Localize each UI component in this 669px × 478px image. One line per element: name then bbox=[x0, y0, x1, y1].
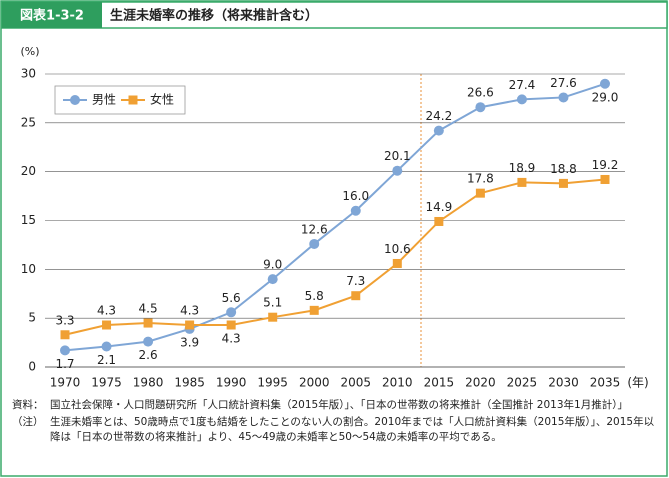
data-label: 9.0 bbox=[263, 258, 282, 272]
data-label: 16.0 bbox=[342, 189, 369, 203]
point bbox=[600, 78, 610, 89]
note-text: 生涯未婚率とは、50歳時点で1度も結婚をしたことのない人の割合。2010年までは… bbox=[50, 416, 655, 443]
point bbox=[143, 336, 154, 347]
point bbox=[268, 312, 278, 322]
data-label: 3.9 bbox=[180, 335, 199, 349]
data-label: 5.6 bbox=[222, 291, 241, 305]
note: （注） 生涯未婚率とは、50歳時点で1度も結婚をしたことのない人の割合。2010年… bbox=[12, 415, 658, 445]
data-label: 4.3 bbox=[222, 332, 241, 346]
y-tick-label: 10 bbox=[21, 262, 36, 276]
point bbox=[226, 320, 236, 330]
point bbox=[433, 125, 444, 136]
point bbox=[558, 92, 569, 103]
point bbox=[351, 291, 361, 301]
y-tick-label: 15 bbox=[21, 213, 36, 227]
x-tick-label: 1975 bbox=[91, 376, 122, 390]
x-tick-label: 2015 bbox=[424, 376, 455, 390]
x-tick-label: 2005 bbox=[340, 376, 371, 390]
y-tick-label: 30 bbox=[21, 67, 36, 81]
data-label: 19.2 bbox=[592, 158, 619, 172]
point bbox=[309, 305, 319, 315]
series-line bbox=[64, 82, 606, 352]
data-label: 18.9 bbox=[509, 161, 536, 175]
y-tick-label: 0 bbox=[28, 360, 36, 374]
x-tick-label: 1985 bbox=[174, 376, 205, 390]
x-tick-label: 2020 bbox=[465, 376, 496, 390]
note-label: 資料： bbox=[12, 399, 44, 411]
note-text: 国立社会保障・人口問題研究所「人口統計資料集（2015年版）」、「日本の世帯数の… bbox=[50, 399, 628, 411]
point bbox=[475, 102, 486, 113]
data-label: 10.6 bbox=[384, 242, 411, 256]
point bbox=[600, 174, 610, 184]
legend-label: 女性 bbox=[150, 92, 174, 107]
point bbox=[350, 205, 361, 216]
point bbox=[60, 330, 70, 340]
x-tick-label: 2030 bbox=[548, 376, 579, 390]
data-label: 5.1 bbox=[263, 296, 282, 310]
x-tick-label: 2035 bbox=[590, 376, 621, 390]
y-tick-label: 25 bbox=[21, 115, 36, 129]
x-tick-label: 2025 bbox=[507, 376, 538, 390]
header-title: 生涯未婚率の推移（将来推計含む） bbox=[110, 8, 318, 24]
x-tick-label: 2010 bbox=[382, 376, 413, 390]
data-label: 4.3 bbox=[97, 304, 116, 318]
data-label: 2.6 bbox=[139, 348, 158, 362]
y-tick-label: 20 bbox=[21, 164, 36, 178]
data-label: 5.8 bbox=[305, 289, 324, 303]
point bbox=[60, 345, 70, 356]
series-line bbox=[64, 178, 606, 336]
data-label: 20.1 bbox=[384, 149, 411, 163]
point bbox=[434, 216, 444, 226]
point bbox=[102, 320, 112, 330]
data-label: 26.6 bbox=[467, 86, 494, 100]
point bbox=[226, 307, 237, 318]
point bbox=[475, 188, 485, 198]
point bbox=[267, 274, 278, 285]
point bbox=[309, 238, 320, 249]
note-label: （注） bbox=[12, 416, 44, 428]
point bbox=[70, 95, 80, 105]
point bbox=[517, 177, 527, 187]
note: 資料： 国立社会保障・人口問題研究所「人口統計資料集（2015年版）」、「日本の世… bbox=[12, 398, 658, 413]
x-tick-label: 1980 bbox=[133, 376, 164, 390]
point bbox=[185, 320, 195, 330]
data-label: 14.9 bbox=[425, 200, 452, 214]
point bbox=[143, 318, 153, 328]
data-label: 3.3 bbox=[55, 313, 74, 327]
x-tick-label: 1990 bbox=[216, 376, 247, 390]
y-tick-label: 5 bbox=[28, 311, 36, 325]
data-label: 12.6 bbox=[301, 222, 328, 236]
data-label: 1.7 bbox=[55, 357, 74, 371]
y-axis-label: (%) bbox=[20, 45, 39, 58]
point bbox=[128, 95, 138, 105]
x-axis-label: (年) bbox=[627, 376, 648, 390]
data-label: 27.6 bbox=[550, 76, 577, 90]
point bbox=[558, 178, 568, 188]
data-label: 24.2 bbox=[425, 109, 452, 123]
header-badge bbox=[2, 2, 102, 28]
data-label: 17.8 bbox=[467, 172, 494, 186]
x-tick-label: 1970 bbox=[50, 376, 81, 390]
x-tick-label: 2000 bbox=[299, 376, 330, 390]
point bbox=[392, 165, 403, 176]
data-label: 4.3 bbox=[180, 304, 199, 318]
point bbox=[101, 341, 112, 352]
data-label: 7.3 bbox=[346, 274, 365, 288]
data-label: 4.5 bbox=[139, 302, 158, 316]
data-label: 27.4 bbox=[509, 78, 536, 92]
header-label: 図表1-3-2 bbox=[20, 8, 84, 24]
data-label: 18.8 bbox=[550, 162, 577, 176]
point bbox=[392, 258, 402, 268]
point bbox=[516, 94, 527, 105]
data-label: 2.1 bbox=[97, 353, 116, 367]
x-tick-label: 1995 bbox=[257, 376, 288, 390]
data-label: 29.0 bbox=[592, 90, 619, 104]
legend-label: 男性 bbox=[92, 93, 116, 107]
